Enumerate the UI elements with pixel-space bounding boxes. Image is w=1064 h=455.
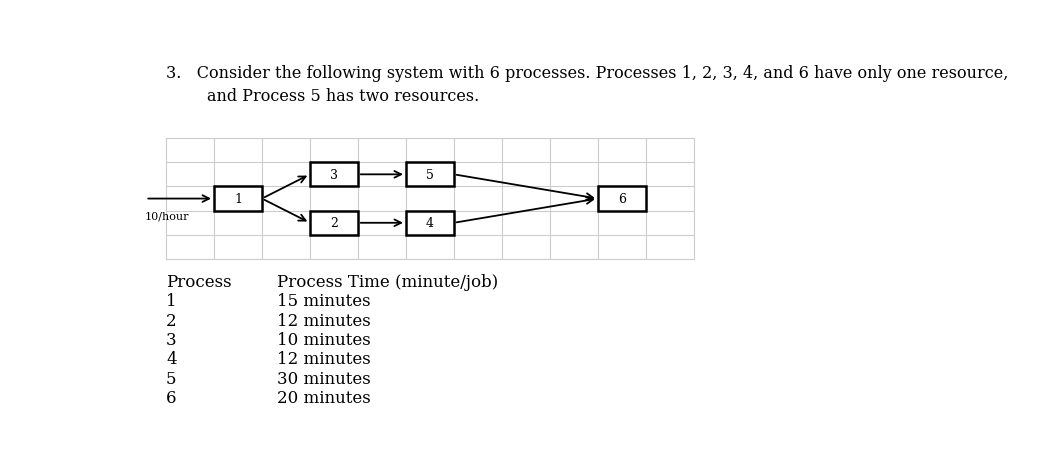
Text: 12 minutes: 12 minutes: [278, 312, 371, 329]
Bar: [310, 211, 358, 235]
Text: 3: 3: [330, 168, 338, 182]
Text: 6: 6: [166, 389, 177, 406]
Text: 15 minutes: 15 minutes: [278, 293, 371, 310]
Text: 3: 3: [166, 331, 177, 349]
Text: 3.   Consider the following system with 6 processes. Processes 1, 2, 3, 4, and 6: 3. Consider the following system with 6 …: [166, 65, 1009, 82]
Text: 2: 2: [166, 312, 177, 329]
Bar: [405, 163, 454, 187]
Text: 6: 6: [618, 192, 626, 206]
Text: and Process 5 has two resources.: and Process 5 has two resources.: [166, 88, 479, 105]
Text: 1: 1: [234, 192, 242, 206]
Bar: [598, 187, 646, 211]
Text: 5: 5: [166, 370, 177, 387]
Text: 5: 5: [426, 168, 434, 182]
Bar: [310, 163, 358, 187]
Text: 10/hour: 10/hour: [145, 212, 189, 222]
Text: 30 minutes: 30 minutes: [278, 370, 371, 387]
Text: 10 minutes: 10 minutes: [278, 331, 371, 349]
Bar: [405, 211, 454, 235]
Text: 12 minutes: 12 minutes: [278, 351, 371, 368]
Text: 4: 4: [166, 351, 177, 368]
Text: 2: 2: [330, 217, 338, 230]
Text: 20 minutes: 20 minutes: [278, 389, 371, 406]
Text: 1: 1: [166, 293, 177, 310]
Text: Process: Process: [166, 273, 232, 291]
Text: 4: 4: [426, 217, 434, 230]
Text: Process Time (minute/job): Process Time (minute/job): [278, 273, 499, 291]
Bar: [214, 187, 262, 211]
